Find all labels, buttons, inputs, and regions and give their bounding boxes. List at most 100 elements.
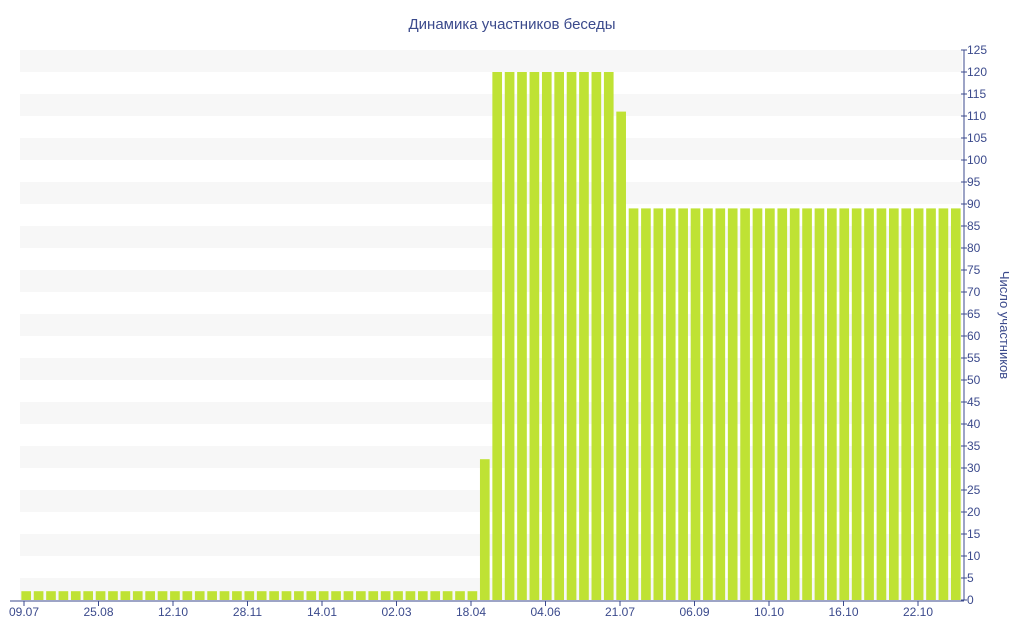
- bar: [256, 591, 267, 600]
- bar: [777, 208, 788, 600]
- bar: [269, 591, 279, 600]
- grid-band: [20, 182, 962, 204]
- bar: [529, 72, 540, 600]
- bar: [517, 72, 527, 600]
- x-axis: 09.07 25.08 12.10 28.11 14.01 02.03 18.04 04.06…: [9, 600, 964, 619]
- grid-band: [20, 50, 962, 72]
- bar: [888, 208, 899, 600]
- y-tick-label: 85: [967, 219, 981, 233]
- bar: [33, 591, 44, 600]
- bar: [703, 208, 713, 600]
- bar: [157, 591, 168, 600]
- x-tick-label: 25.08: [83, 605, 113, 619]
- grid-band: [20, 226, 962, 248]
- bar: [492, 72, 503, 600]
- y-tick-label: 125: [967, 43, 987, 57]
- x-tick-label: 02.03: [381, 605, 411, 619]
- bar: [802, 208, 812, 600]
- bar: [603, 72, 614, 600]
- bar: [318, 591, 329, 600]
- bar: [306, 591, 317, 600]
- grid-band: [20, 402, 962, 424]
- bar: [194, 591, 205, 600]
- bar: [740, 208, 750, 600]
- bar: [442, 591, 453, 600]
- bar: [331, 591, 341, 600]
- y-tick-label: 120: [967, 65, 987, 79]
- x-tick-label: 09.07: [9, 605, 39, 619]
- grid-band: [20, 490, 962, 512]
- bar: [132, 591, 143, 600]
- y-axis-label: Число участников: [997, 271, 1012, 379]
- bar: [21, 591, 32, 600]
- bar: [752, 208, 763, 600]
- bar: [182, 591, 193, 600]
- bar: [70, 591, 81, 600]
- x-tick-label: 12.10: [158, 605, 188, 619]
- bar: [554, 72, 565, 600]
- bar: [455, 591, 465, 600]
- y-tick-label: 25: [967, 483, 981, 497]
- bar: [827, 208, 837, 600]
- x-tick-label: 22.10: [903, 605, 933, 619]
- bar: [541, 72, 552, 600]
- bar: [566, 72, 577, 600]
- bar: [616, 111, 626, 600]
- bar: [95, 591, 106, 600]
- bar: [281, 591, 292, 600]
- bar: [641, 208, 651, 600]
- bar: [58, 591, 69, 600]
- y-tick-label: 30: [967, 461, 981, 475]
- y-tick-label: 115: [967, 87, 986, 101]
- bar: [170, 591, 180, 600]
- y-tick-label: 105: [967, 131, 987, 145]
- y-axis: 0 5 10 15 20 25 30 35 40 45 50 55 60 65 70 75 80 85 90 95 10…: [961, 43, 987, 607]
- grid-band: [20, 270, 962, 292]
- y-tick-label: 70: [967, 285, 981, 299]
- bar: [479, 459, 490, 600]
- bar: [678, 208, 688, 600]
- bar: [368, 591, 379, 600]
- bar: [467, 591, 478, 600]
- bar: [950, 208, 961, 600]
- grid-band: [20, 94, 962, 116]
- y-tick-label: 60: [967, 329, 981, 343]
- y-tick-label: 40: [967, 417, 981, 431]
- bar: [294, 591, 304, 600]
- bar: [393, 591, 403, 600]
- bar: [690, 208, 701, 600]
- y-tick-label: 45: [967, 395, 981, 409]
- y-tick-label: 90: [967, 197, 981, 211]
- y-tick-label: 20: [967, 505, 981, 519]
- bar: [504, 72, 515, 600]
- grid-band: [20, 578, 962, 600]
- bar: [839, 208, 850, 600]
- bar: [356, 591, 366, 600]
- grid-band: [20, 534, 962, 556]
- bar: [145, 591, 155, 600]
- bar: [405, 591, 416, 600]
- bar: [851, 208, 862, 600]
- bar: [430, 591, 441, 600]
- y-tick-label: 110: [967, 109, 986, 123]
- grid-band: [20, 358, 962, 380]
- bar: [926, 208, 936, 600]
- x-tick-label: 14.01: [307, 605, 337, 619]
- bar: [46, 591, 56, 600]
- x-tick-label: 04.06: [530, 605, 560, 619]
- bar: [380, 591, 391, 600]
- y-tick-label: 15: [967, 527, 981, 541]
- y-tick-label: 80: [967, 241, 981, 255]
- bar: [628, 208, 639, 600]
- bar: [938, 208, 949, 600]
- bar: [207, 591, 217, 600]
- x-tick-label: 18.04: [456, 605, 486, 619]
- x-tick-label: 21.07: [605, 605, 635, 619]
- bar: [120, 591, 131, 600]
- bar: [653, 208, 664, 600]
- bar: [876, 208, 887, 600]
- y-tick-label: 10: [967, 549, 981, 563]
- y-tick-label: 95: [967, 175, 981, 189]
- bar: [789, 208, 800, 600]
- grid-band: [20, 314, 962, 336]
